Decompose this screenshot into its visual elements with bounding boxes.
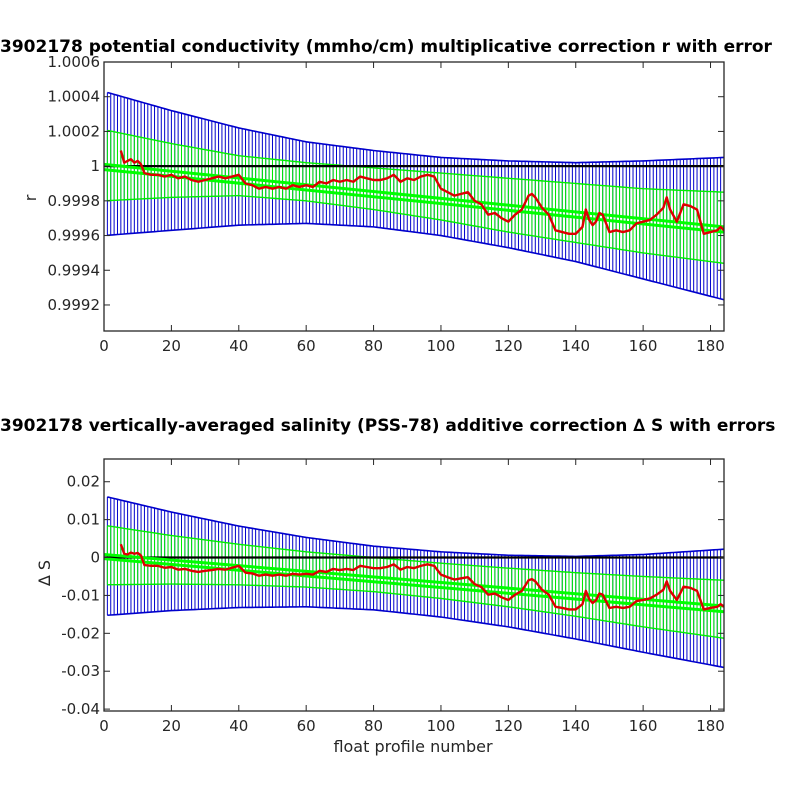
bottom-ytick-label: -0.01: [61, 586, 100, 604]
top-xtick-label: 60: [297, 337, 316, 355]
bottom-green-fit-lower: [104, 557, 724, 614]
chart-bottom-ylabel: ∆ S: [35, 560, 54, 587]
bottom-ytick-label: 0.02: [67, 473, 100, 491]
bottom-blue-envelope-lower: [107, 605, 724, 669]
bottom-plot-content: [104, 496, 724, 669]
top-plot-content: [104, 91, 724, 301]
top-ytick-label: 0.9998: [48, 192, 101, 210]
bottom-ytick-label: 0: [90, 549, 100, 567]
bottom-xtick-label: 80: [364, 717, 383, 735]
top-ytick-label: 1.0002: [48, 122, 101, 140]
top-green-fit-upper: [104, 162, 724, 229]
top-red-series-line: [119, 150, 724, 236]
chart-top-title: 3902178 potential conductivity (mmho/cm)…: [0, 37, 773, 57]
top-ytick-label: 1.0006: [48, 53, 101, 71]
bottom-xtick-label: 180: [696, 717, 725, 735]
top-green-envelope-upper: [107, 129, 724, 193]
bottom-xtick-label: 140: [561, 717, 590, 735]
chart-bottom-title: 3902178 vertically-averaged salinity (PS…: [0, 416, 775, 436]
bottom-axes-box: [103, 458, 725, 712]
chart-top-ylabel: r: [21, 194, 40, 201]
bottom-ytick-label: -0.04: [61, 700, 100, 718]
bottom-xtick-label: 20: [162, 717, 181, 735]
top-xtick-label: 120: [494, 337, 523, 355]
bottom-green-envelope-lower: [107, 583, 724, 639]
top-xtick-label: 140: [561, 337, 590, 355]
chart-bottom-xlabel: float profile number: [333, 737, 493, 756]
chart-bottom-plot-area: 0 20 40 60 80 100 120 140 160 180 -0.04 -0.03 -0.02 -…: [61, 458, 725, 735]
bottom-xtick-label: 40: [229, 717, 248, 735]
bottom-xtick-label: 60: [297, 717, 316, 735]
bottom-ytick-label: -0.03: [61, 662, 100, 680]
top-ytick-label: 0.9992: [48, 296, 101, 314]
bottom-blue-errorbars: [106, 496, 724, 668]
top-ytick-label: 1.0004: [48, 88, 101, 106]
bottom-green-fit-upper: [104, 552, 724, 608]
chart-top-plot-area: 0 20 40 60 80 100 120 140 160 180 0.9992 0.9994 0.99…: [48, 53, 725, 355]
bottom-xtick-label: 100: [427, 717, 456, 735]
top-xtick-label: 20: [162, 337, 181, 355]
top-xtick-label: 40: [229, 337, 248, 355]
bottom-green-errorbars: [106, 525, 724, 639]
bottom-xtick-label: 160: [629, 717, 658, 735]
top-axes-box: [103, 61, 725, 332]
bottom-blue-envelope-upper: [107, 496, 724, 558]
top-xtick-label: 80: [364, 337, 383, 355]
top-xtick-label: 160: [629, 337, 658, 355]
chart-bottom: 3902178 vertically-averaged salinity (PS…: [0, 416, 775, 756]
bottom-xtick-label: 0: [99, 717, 109, 735]
top-blue-envelope-upper: [107, 91, 724, 164]
top-xtick-label: 180: [696, 337, 725, 355]
bottom-ytick-label: -0.02: [61, 624, 100, 642]
top-xtick-label: 0: [99, 337, 109, 355]
top-ytick-label: 0.9994: [48, 261, 101, 279]
chart-top: 3902178 potential conductivity (mmho/cm)…: [0, 37, 773, 355]
top-green-envelope-lower: [107, 194, 724, 265]
bottom-red-series-line: [119, 543, 724, 611]
bottom-ytick-label: 0.01: [67, 511, 100, 529]
top-ytick-label: 1: [90, 157, 100, 175]
top-xtick-label: 100: [427, 337, 456, 355]
bottom-green-envelope-upper: [107, 525, 724, 581]
top-blue-envelope-lower: [107, 222, 724, 301]
bottom-xtick-label: 120: [494, 717, 523, 735]
top-ytick-label: 0.9996: [48, 227, 101, 245]
